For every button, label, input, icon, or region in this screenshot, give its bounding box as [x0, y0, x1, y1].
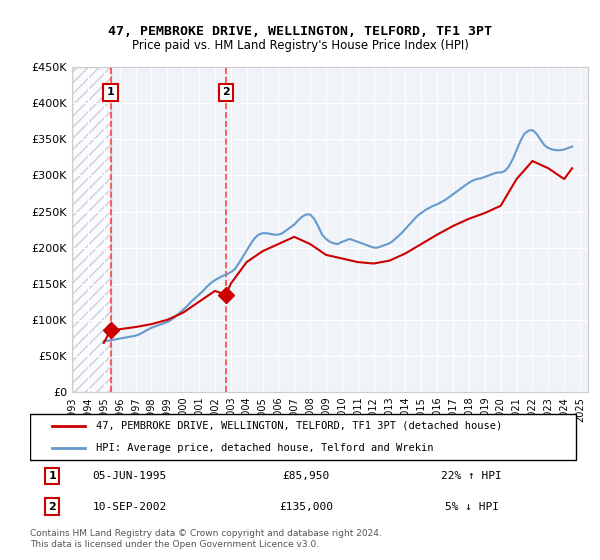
Text: Contains HM Land Registry data © Crown copyright and database right 2024.
This d: Contains HM Land Registry data © Crown c…: [30, 529, 382, 549]
Text: 47, PEMBROKE DRIVE, WELLINGTON, TELFORD, TF1 3PT: 47, PEMBROKE DRIVE, WELLINGTON, TELFORD,…: [108, 25, 492, 38]
FancyBboxPatch shape: [30, 414, 577, 460]
Text: 2: 2: [48, 502, 56, 512]
Text: £85,950: £85,950: [283, 471, 329, 481]
Text: 1: 1: [48, 471, 56, 481]
Text: 05-JUN-1995: 05-JUN-1995: [92, 471, 166, 481]
Text: 2: 2: [222, 87, 230, 97]
Text: 10-SEP-2002: 10-SEP-2002: [92, 502, 166, 512]
Text: 5% ↓ HPI: 5% ↓ HPI: [445, 502, 499, 512]
Text: 47, PEMBROKE DRIVE, WELLINGTON, TELFORD, TF1 3PT (detached house): 47, PEMBROKE DRIVE, WELLINGTON, TELFORD,…: [96, 421, 502, 431]
Text: £135,000: £135,000: [279, 502, 333, 512]
Text: 1: 1: [107, 87, 115, 97]
Text: HPI: Average price, detached house, Telford and Wrekin: HPI: Average price, detached house, Telf…: [96, 443, 434, 453]
Bar: [72, 67, 110, 392]
Text: 22% ↑ HPI: 22% ↑ HPI: [441, 471, 502, 481]
Text: Price paid vs. HM Land Registry's House Price Index (HPI): Price paid vs. HM Land Registry's House …: [131, 39, 469, 52]
